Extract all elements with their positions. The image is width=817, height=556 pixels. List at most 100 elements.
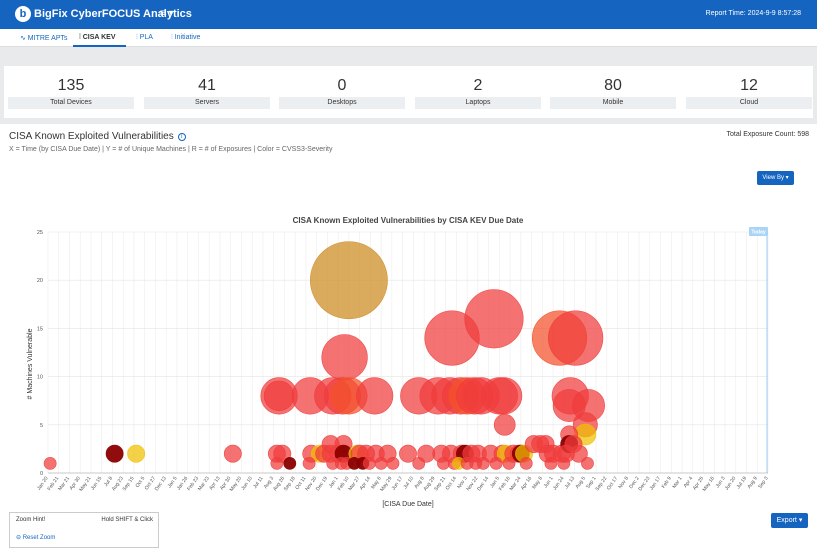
today-badge	[749, 227, 768, 236]
x-tick-label: Aug 5	[575, 476, 588, 490]
x-tick-label: Apr 4	[683, 476, 695, 489]
stat-value: 135	[57, 77, 85, 94]
y-tick-label: 15	[37, 326, 43, 332]
x-tick-label: Oct 14	[445, 476, 458, 492]
x-tick-label: Jun 15	[90, 476, 104, 492]
stat-value: 0	[337, 77, 347, 94]
chart-bubble	[548, 310, 604, 366]
stat-label: Cloud	[686, 97, 812, 109]
chart-bubble	[310, 241, 388, 320]
chart-bubble	[356, 377, 394, 415]
app-title[interactable]: BigFix CyberFOCUS Analytics	[34, 8, 192, 20]
panel-title-text: CISA Known Exploited Vulnerabilities	[9, 131, 174, 142]
export-button[interactable]: Export ▾	[771, 513, 808, 528]
tab-pla[interactable]: ⫶ PLA	[136, 34, 153, 41]
tab-mitre-apts[interactable]: ∿ MITRE APTs	[20, 35, 68, 42]
x-tick-label: Mar 21	[57, 476, 71, 492]
stat-value: 12	[740, 77, 758, 94]
cisa-kev-panel: CISA Known Exploited Vulnerabilities i X …	[0, 124, 817, 556]
zoom-hint-box: Zoom Hint! Hold SHIFT & Click ⊖ Reset Zo…	[9, 512, 159, 548]
total-exposure-count: Total Exposure Count: 598	[726, 131, 809, 138]
chart-bubble	[544, 456, 558, 470]
x-axis-label: [CISA Due Date]	[382, 501, 433, 508]
x-tick-label: May 8	[531, 476, 544, 491]
chart-bubble	[489, 456, 503, 470]
x-tick-label: Apr 16	[520, 476, 533, 492]
stat-laptops: 2 Laptops	[415, 66, 541, 109]
chart-bubble	[223, 444, 242, 463]
chart-bubble	[302, 456, 316, 470]
x-tick-label: Feb 9	[661, 476, 673, 490]
stat-label: Mobile	[550, 97, 676, 109]
stat-servers: 41 Servers	[144, 66, 270, 109]
stat-value: 80	[604, 77, 622, 94]
x-tick-label: May 21	[78, 476, 92, 493]
device-stats-panel: 135 Total Devices 41 Servers 0 Desktops …	[4, 66, 813, 118]
x-tick-label: Sep 21	[433, 476, 447, 493]
chart-bubble	[105, 444, 124, 463]
panel-title: CISA Known Exploited Vulnerabilities i	[9, 131, 186, 142]
x-tick-label: Mar 23	[197, 476, 211, 492]
chart-bubble	[374, 456, 388, 470]
x-tick-label: Jun 24	[552, 476, 566, 492]
x-tick-label: Dec 19	[315, 476, 329, 493]
stat-label: Laptops	[415, 97, 541, 109]
x-tick-label: Jul 8	[103, 476, 114, 488]
x-tick-label: Sep 18	[283, 476, 297, 493]
x-tick-label: Dec 13	[154, 476, 168, 493]
chart-bubble	[437, 456, 450, 470]
x-tick-label: Mar 24	[509, 476, 523, 492]
tab-cisa-kev[interactable]: ⫶ CISA KEV	[79, 34, 116, 41]
y-axis-ticks: 0 5 10 15 20 25	[37, 230, 43, 477]
tab-bar: ∿ MITRE APTs ⫶ CISA KEV ⫶ PLA ⫶ Initiati…	[0, 29, 817, 47]
y-tick-label: 0	[40, 471, 43, 477]
chart-bubble	[519, 456, 533, 470]
chart-bubble	[283, 456, 297, 470]
stat-label: Total Devices	[8, 97, 134, 109]
chart-bubble	[386, 456, 400, 470]
bigfix-logo-icon[interactable]: b	[15, 6, 31, 22]
x-tick-label: Sep 3	[757, 476, 770, 490]
menu-dropdown-icon[interactable]: ≡ ▾	[160, 8, 174, 19]
x-tick-label: May 20	[229, 476, 243, 493]
chart-bubble	[362, 456, 376, 470]
chart-bubble	[581, 456, 594, 470]
tab-initiative[interactable]: ⫶ Initiative	[171, 34, 201, 41]
x-tick-label: Oct 5	[135, 476, 147, 489]
x-tick-label: Jun 17	[391, 476, 405, 492]
x-tick-label: Oct 17	[606, 476, 619, 492]
zoom-hint-title: Zoom Hint!	[16, 517, 46, 523]
stat-desktops: 0 Desktops	[279, 66, 405, 109]
chart-bubble	[424, 310, 480, 366]
bubble-chart: CISA Known Exploited Vulnerabilities by …	[0, 210, 817, 510]
chart-bubble	[569, 444, 588, 463]
view-by-button[interactable]: View By ▾	[757, 171, 794, 185]
stat-value: 2	[473, 77, 483, 94]
x-tick-label: Sep 15	[122, 476, 136, 493]
x-tick-label: Dec 14	[476, 476, 490, 493]
exposure-label: Total Exposure Count:	[726, 131, 796, 138]
stat-label: Desktops	[279, 97, 405, 109]
reset-zoom-link[interactable]: ⊖ Reset Zoom	[16, 535, 56, 541]
y-tick-label: 20	[37, 278, 43, 284]
info-icon[interactable]: i	[177, 133, 186, 141]
stat-cloud: 12 Cloud	[686, 66, 812, 109]
x-tick-label: Mar 1	[671, 476, 683, 490]
chart-grid	[47, 231, 769, 474]
x-tick-label: Nov 8	[618, 476, 631, 490]
stat-mobile: 80 Mobile	[550, 66, 676, 109]
report-time: Report Time: 2024-9-9 8:57:28	[705, 10, 801, 17]
x-tick-label: Jun 10	[240, 476, 254, 492]
chart-bubble	[321, 334, 368, 381]
chart-bubble	[485, 377, 523, 415]
y-tick-label: 5	[40, 423, 43, 429]
chart-svg[interactable]: CISA Known Exploited Vulnerabilities by …	[0, 210, 817, 510]
chart-bubble	[127, 444, 146, 463]
x-tick-label: Jul 10	[402, 476, 415, 491]
panel-subtitle: X = Time (by CISA Due Date) | Y = # of U…	[9, 146, 333, 153]
chart-title: CISA Known Exploited Vulnerabilities by …	[293, 216, 524, 225]
chart-bubble	[263, 380, 295, 412]
y-axis-label: # Machines Vulnerable	[27, 328, 34, 399]
x-tick-label: Sep 22	[594, 476, 608, 493]
